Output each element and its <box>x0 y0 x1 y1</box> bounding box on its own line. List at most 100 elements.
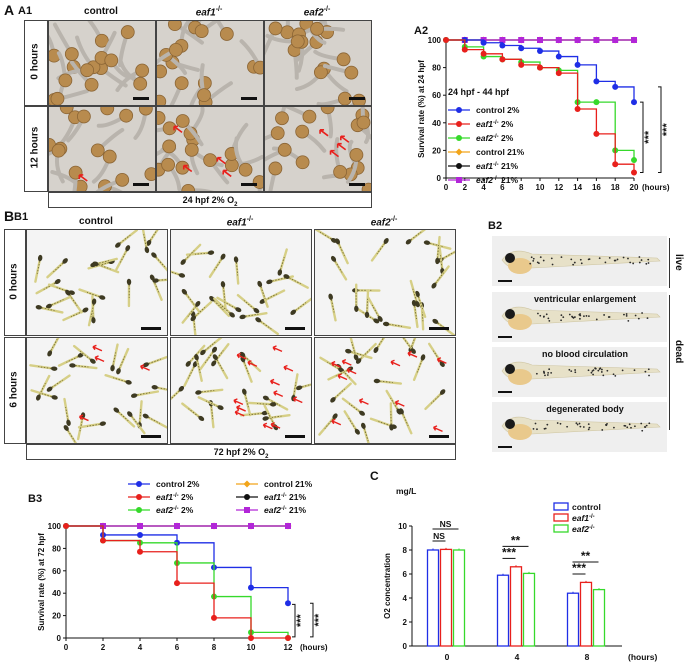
b2-photo-circulation <box>492 347 667 397</box>
larva-head <box>37 254 43 262</box>
red-arrow-icon <box>222 169 232 178</box>
red-arrow-icon <box>358 398 369 405</box>
data-point-eaf2_21 <box>612 37 619 43</box>
x-tick-label: 4 <box>138 643 143 652</box>
fish-pigment <box>560 314 563 317</box>
larva-pigment <box>429 242 443 247</box>
fish-pigment <box>646 317 649 320</box>
red-arrow-icon <box>182 164 193 173</box>
larva-pigment <box>171 390 180 401</box>
larva <box>46 258 68 279</box>
embryo-yolk <box>344 65 359 80</box>
embryo-yolk <box>76 109 91 124</box>
embryo-yolk <box>90 143 105 158</box>
legend-marker <box>456 107 462 113</box>
fish-pigment <box>587 258 590 261</box>
legend-item-eaf1_21: eaf1-/- 21% <box>448 161 519 171</box>
b2-live-bracket <box>669 238 670 288</box>
chart-title: C <box>370 469 379 483</box>
larva <box>364 289 370 319</box>
larva <box>183 361 198 387</box>
x-tick-label: 0 <box>445 652 450 662</box>
fish-eye <box>505 309 515 319</box>
fish-pigment <box>624 425 627 427</box>
fish-pigment <box>543 427 546 430</box>
fish-pigment <box>601 429 604 431</box>
larva-head <box>127 411 133 417</box>
data-point-control2 <box>631 99 637 106</box>
scale-bar <box>133 183 149 186</box>
x-tick-label: 0 <box>64 643 69 652</box>
legend-label: eaf2-/- 21% <box>264 505 307 515</box>
embryo-yolk <box>80 63 95 78</box>
larva-pigment <box>248 413 263 416</box>
larva-head <box>373 378 381 384</box>
larva-pigment <box>50 339 58 351</box>
red-arrow-icon <box>319 129 329 137</box>
x-axis-label: (hours) <box>628 652 657 662</box>
larva-head <box>396 408 402 415</box>
larva-pigment <box>80 350 91 360</box>
larva-pigment <box>412 288 417 302</box>
larva-pigment <box>376 243 385 255</box>
embryo-yolk <box>270 126 285 140</box>
fish-pigment <box>571 316 574 319</box>
b2-photo-ventricular <box>492 292 667 342</box>
embryo-yolk <box>157 94 167 105</box>
larva-pigment <box>293 382 297 396</box>
panel-a1-label: A1 <box>18 5 33 17</box>
larva-head <box>435 257 440 265</box>
legend-label: control 21% <box>264 479 313 489</box>
larva-pigment <box>195 307 206 317</box>
legend-item-control2: control 2% <box>128 479 200 489</box>
fish-eye <box>505 253 515 263</box>
legend-marker <box>456 163 462 169</box>
fish-pigment <box>632 262 635 265</box>
scale-bar <box>285 327 305 330</box>
fish-pigment <box>645 262 648 265</box>
fish-pigment <box>537 312 539 315</box>
fish-pigment <box>550 257 553 260</box>
x-tick-label: 6 <box>500 183 505 192</box>
larva-pigment <box>128 284 130 298</box>
embryo-yolk <box>175 114 190 128</box>
fish-pigment <box>587 428 590 431</box>
embryo-yolk <box>115 172 130 187</box>
legend-label: eaf1-/- 21% <box>264 492 307 502</box>
data-point-eaf1_2 <box>461 46 468 53</box>
scale-bar <box>429 327 449 330</box>
fish-pigment <box>621 369 624 372</box>
legend-item-control21: control 21% <box>236 479 313 489</box>
fish-pigment <box>627 319 630 322</box>
fish-pigment <box>601 368 603 371</box>
red-arrow-icon <box>331 418 342 426</box>
larva-head <box>47 350 53 357</box>
legend-marker <box>136 494 142 500</box>
fish-pigment <box>608 316 611 318</box>
larva-head <box>198 415 205 421</box>
fish-pigment <box>579 317 581 320</box>
red-arrow-icon <box>337 373 348 381</box>
scale-bar <box>498 446 512 448</box>
embryo-yolk <box>333 164 348 179</box>
y-tick-label: 80 <box>432 64 441 73</box>
larva-pigment <box>214 259 222 271</box>
b2-dead-label: dead <box>673 340 684 364</box>
larva-pigment <box>194 252 209 255</box>
fish-yolk <box>508 258 532 274</box>
y-tick-label: 100 <box>48 522 62 531</box>
red-arrow-icon <box>272 345 283 352</box>
embryo-yolk <box>135 63 150 78</box>
y-tick-label: 4 <box>403 594 408 603</box>
larva-head <box>382 321 390 327</box>
larva-pigment <box>257 403 271 405</box>
larva <box>335 238 349 265</box>
series-line-eaf2_2 <box>446 39 635 161</box>
fish-pigment <box>534 422 537 425</box>
data-point-eaf2_2 <box>593 99 600 106</box>
larva-pigment <box>51 299 64 306</box>
fish-pigment <box>638 256 641 258</box>
x-tick-label: 10 <box>247 643 256 652</box>
data-point-eaf2_21 <box>174 523 180 529</box>
larva-pigment <box>340 368 351 379</box>
